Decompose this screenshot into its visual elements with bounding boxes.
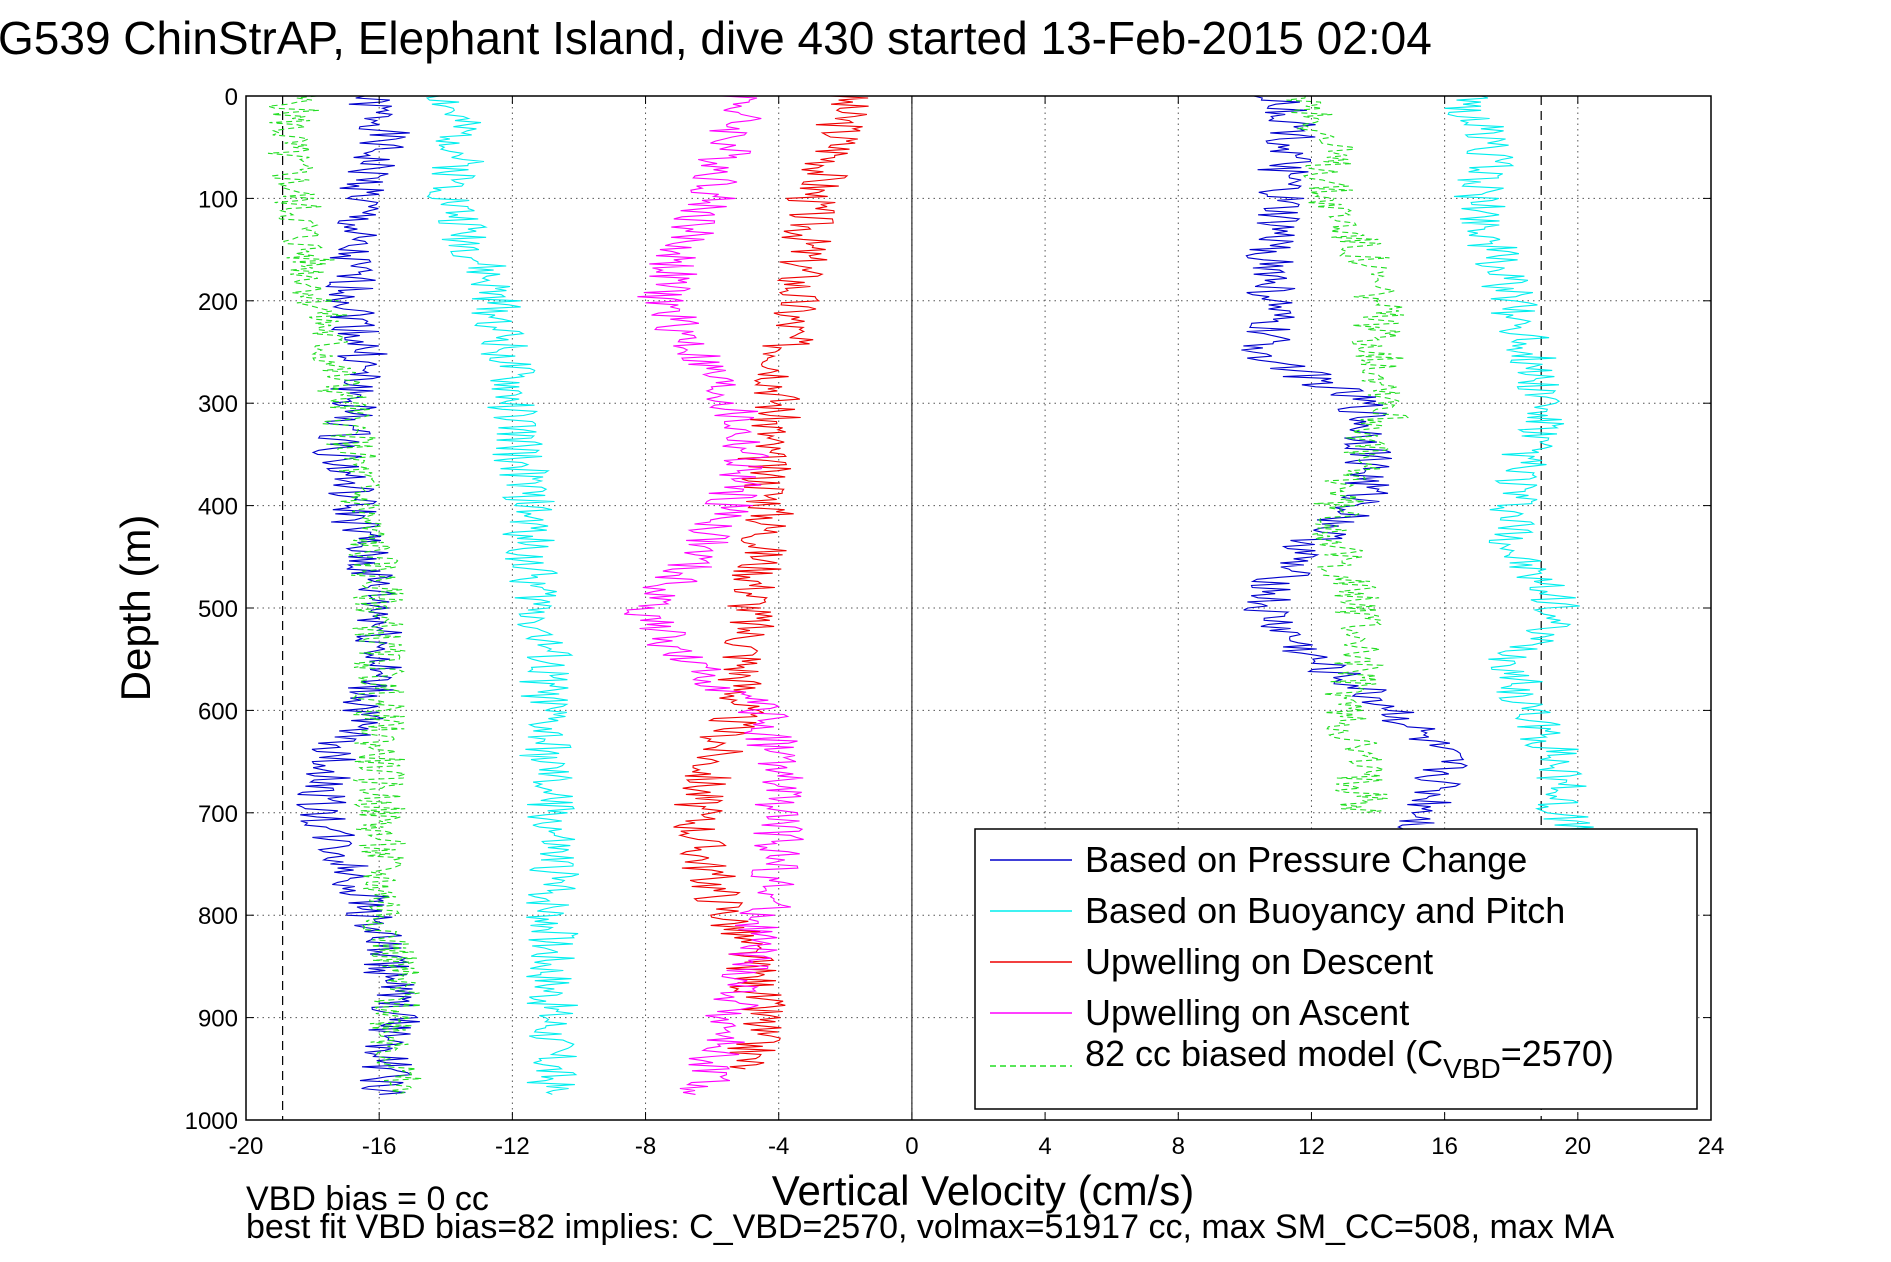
y-tick-label: 0	[225, 84, 238, 111]
legend-box	[974, 828, 1698, 1110]
series-4	[267, 95, 1410, 1095]
y-tick-label: 500	[198, 596, 238, 623]
x-tick-label: 16	[1431, 1133, 1458, 1160]
series-line	[1241, 95, 1469, 865]
series-0	[296, 95, 1469, 1095]
y-tick-label: 800	[198, 903, 238, 930]
series-3	[623, 95, 804, 1095]
x-tick-label: -20	[229, 1133, 264, 1160]
y-tick-label: 300	[198, 391, 238, 418]
x-tick-label: -8	[635, 1133, 656, 1160]
x-tick-label: 24	[1698, 1133, 1725, 1160]
y-tick-label: 100	[198, 186, 238, 213]
x-tick-label: -16	[362, 1133, 397, 1160]
series-line	[1444, 95, 1603, 834]
x-tick-label: 0	[905, 1133, 918, 1160]
series-1	[425, 95, 1603, 1095]
footer-bias-note: VBD bias = 0 cc	[246, 1180, 489, 1218]
x-tick-label: 8	[1172, 1133, 1185, 1160]
y-tick-label: 600	[198, 698, 238, 725]
legend-label-up-descent: Upwelling on Descent	[1085, 941, 1433, 982]
series-line	[296, 95, 420, 1095]
legend-label-model: 82 cc biased model (CVBD=2570)	[1085, 1033, 1614, 1084]
series-2	[673, 95, 869, 1070]
series-line	[623, 95, 804, 1095]
chart-title: G539 ChinStrAP, Elephant Island, dive 43…	[0, 12, 1432, 64]
x-tick-label: -4	[768, 1133, 789, 1160]
x-tick-label: 12	[1298, 1133, 1325, 1160]
y-tick-label: 700	[198, 801, 238, 828]
axis-ticks: -20 -16 -12 -8 -4 0 4 8 12 16 20 24 0 100 200 300 400 500…	[185, 84, 1725, 1160]
legend: Based on Pressure Change Based on Buoyan…	[974, 828, 1698, 1110]
y-axis-label: Depth (m)	[112, 515, 159, 702]
series-line	[1286, 95, 1410, 814]
legend-label-buoyancy: Based on Buoyancy and Pitch	[1085, 890, 1565, 931]
y-tick-label: 200	[198, 289, 238, 316]
series-line	[425, 95, 580, 1095]
x-axis-label: Vertical Velocity (cm/s)	[772, 1167, 1194, 1214]
legend-label-pressure: Based on Pressure Change	[1085, 839, 1527, 880]
y-tick-label: 1000	[185, 1108, 238, 1135]
x-tick-label: 4	[1038, 1133, 1051, 1160]
series-line	[267, 95, 422, 1095]
series-layer	[267, 95, 1603, 1095]
footer-fit-note: best fit VBD bias=82 implies: C_VBD=2570…	[246, 1208, 1615, 1246]
y-tick-label: 400	[198, 494, 238, 521]
x-tick-label: 20	[1564, 1133, 1591, 1160]
x-tick-label: -12	[495, 1133, 530, 1160]
series-line	[673, 95, 869, 1070]
y-tick-label: 900	[198, 1006, 238, 1033]
legend-label-up-ascent: Upwelling on Ascent	[1085, 992, 1409, 1033]
reference-lines	[282, 96, 1542, 1120]
